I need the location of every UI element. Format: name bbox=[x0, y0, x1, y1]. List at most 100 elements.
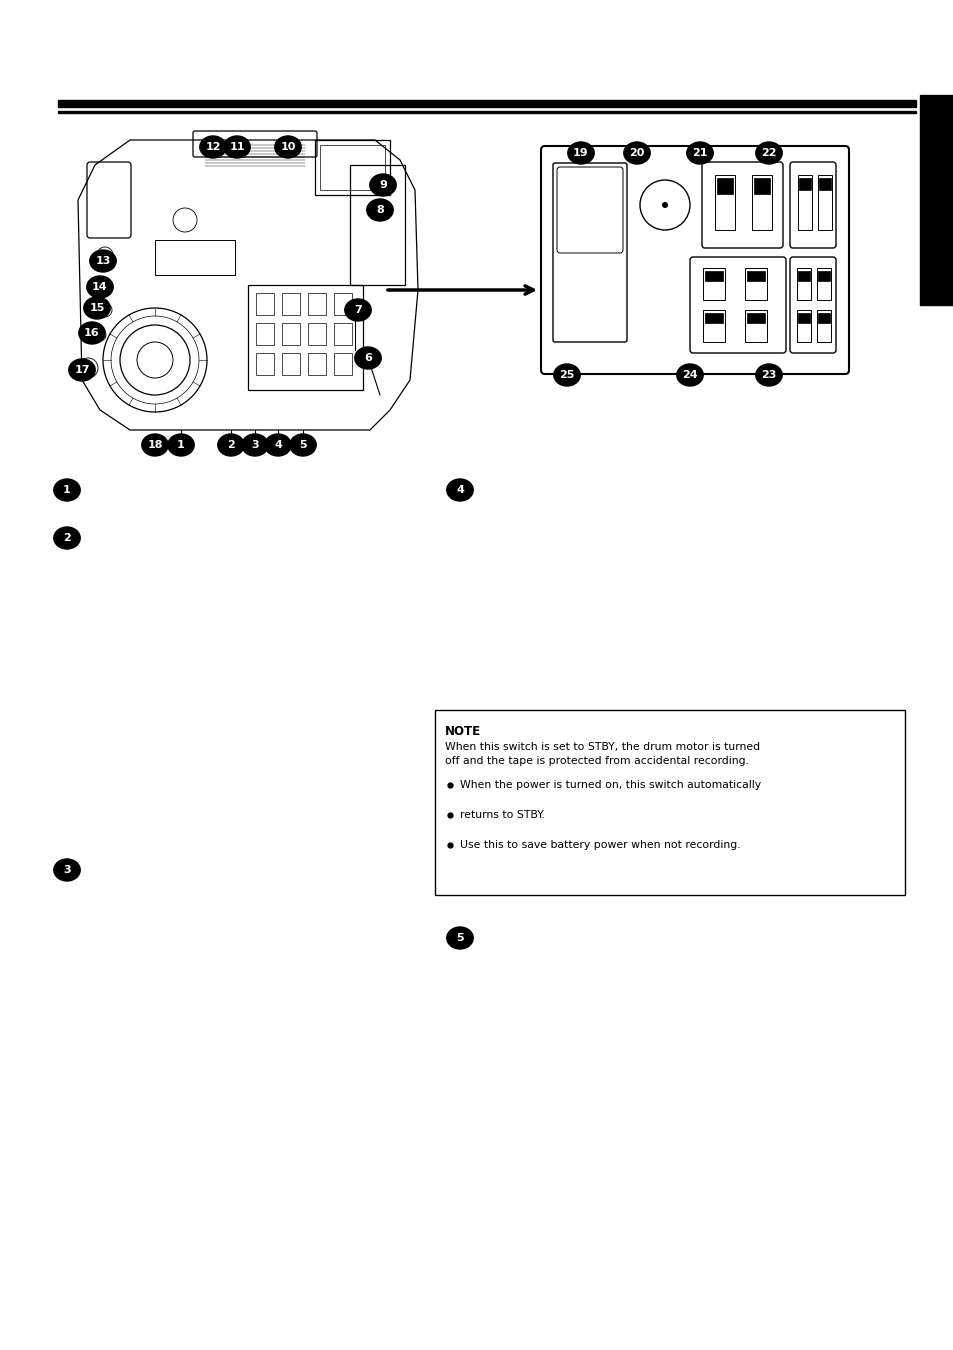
Bar bbox=[702, 269, 724, 300]
Text: 1: 1 bbox=[177, 440, 185, 450]
Text: When the power is turned on, this switch automatically: When the power is turned on, this switch… bbox=[459, 780, 760, 790]
Text: 4: 4 bbox=[456, 485, 463, 495]
Bar bbox=[746, 313, 764, 323]
Text: 5: 5 bbox=[299, 440, 307, 450]
Ellipse shape bbox=[755, 364, 781, 386]
Bar bbox=[796, 310, 810, 342]
Bar bbox=[797, 271, 809, 281]
Bar bbox=[817, 313, 829, 323]
Ellipse shape bbox=[87, 275, 113, 298]
Bar bbox=[154, 240, 234, 275]
Text: 9: 9 bbox=[378, 180, 387, 190]
Ellipse shape bbox=[623, 142, 650, 163]
Text: 3: 3 bbox=[251, 440, 258, 450]
Ellipse shape bbox=[69, 359, 95, 381]
Ellipse shape bbox=[676, 364, 702, 386]
Ellipse shape bbox=[554, 364, 579, 386]
Circle shape bbox=[661, 202, 667, 208]
Text: 23: 23 bbox=[760, 370, 776, 379]
Ellipse shape bbox=[290, 433, 315, 456]
Bar bbox=[746, 271, 764, 281]
Ellipse shape bbox=[366, 198, 393, 221]
Ellipse shape bbox=[446, 927, 473, 949]
Text: 19: 19 bbox=[573, 148, 588, 158]
Bar bbox=[308, 352, 326, 375]
Ellipse shape bbox=[755, 142, 781, 163]
Ellipse shape bbox=[446, 479, 473, 501]
Text: 22: 22 bbox=[760, 148, 776, 158]
Ellipse shape bbox=[142, 433, 168, 456]
Bar bbox=[308, 323, 326, 346]
Bar bbox=[744, 269, 766, 300]
Text: 12: 12 bbox=[205, 142, 220, 153]
Bar bbox=[817, 176, 831, 230]
Ellipse shape bbox=[53, 479, 80, 501]
Text: Use this to save battery power when not recording.: Use this to save battery power when not … bbox=[459, 840, 740, 850]
Bar bbox=[796, 269, 810, 300]
Bar bbox=[282, 323, 299, 346]
Ellipse shape bbox=[168, 433, 194, 456]
Ellipse shape bbox=[370, 174, 395, 196]
Text: 13: 13 bbox=[95, 256, 111, 266]
Text: 11: 11 bbox=[229, 142, 245, 153]
Bar bbox=[282, 352, 299, 375]
Ellipse shape bbox=[217, 433, 244, 456]
Text: When this switch is set to STBY, the drum motor is turned: When this switch is set to STBY, the dru… bbox=[444, 743, 760, 752]
Ellipse shape bbox=[79, 323, 105, 344]
Ellipse shape bbox=[90, 250, 116, 271]
Ellipse shape bbox=[274, 136, 301, 158]
Bar bbox=[816, 310, 830, 342]
Text: 1: 1 bbox=[63, 485, 71, 495]
Ellipse shape bbox=[567, 142, 594, 163]
Bar bbox=[753, 178, 769, 194]
Text: returns to STBY.: returns to STBY. bbox=[459, 810, 544, 819]
Bar bbox=[334, 352, 352, 375]
Ellipse shape bbox=[241, 433, 268, 456]
Text: 3: 3 bbox=[63, 865, 71, 875]
Bar bbox=[797, 313, 809, 323]
Ellipse shape bbox=[344, 298, 371, 321]
Bar bbox=[58, 111, 915, 113]
Text: 20: 20 bbox=[629, 148, 644, 158]
Ellipse shape bbox=[224, 136, 250, 158]
Bar bbox=[282, 293, 299, 315]
Bar bbox=[255, 323, 274, 346]
Bar bbox=[797, 176, 811, 230]
Text: 6: 6 bbox=[364, 352, 372, 363]
Text: 21: 21 bbox=[692, 148, 707, 158]
Bar bbox=[919, 95, 953, 305]
Text: 10: 10 bbox=[280, 142, 295, 153]
Text: 17: 17 bbox=[74, 364, 90, 375]
FancyBboxPatch shape bbox=[540, 146, 848, 374]
Ellipse shape bbox=[355, 347, 381, 369]
Bar bbox=[751, 176, 771, 230]
Text: 5: 5 bbox=[456, 933, 463, 944]
Bar bbox=[704, 313, 722, 323]
Bar bbox=[818, 178, 830, 190]
Bar bbox=[308, 293, 326, 315]
Bar bbox=[714, 176, 734, 230]
Bar bbox=[350, 165, 405, 285]
Text: 25: 25 bbox=[558, 370, 574, 379]
Bar bbox=[744, 310, 766, 342]
Text: 16: 16 bbox=[84, 328, 100, 338]
Text: 8: 8 bbox=[375, 205, 383, 215]
Bar bbox=[314, 140, 390, 194]
Bar bbox=[799, 178, 810, 190]
Bar bbox=[717, 178, 732, 194]
Ellipse shape bbox=[265, 433, 291, 456]
Bar bbox=[816, 269, 830, 300]
Ellipse shape bbox=[199, 136, 226, 158]
Text: 2: 2 bbox=[63, 533, 71, 543]
Text: off and the tape is protected from accidental recording.: off and the tape is protected from accid… bbox=[444, 756, 748, 765]
Ellipse shape bbox=[53, 859, 80, 882]
Text: NOTE: NOTE bbox=[444, 725, 480, 738]
Text: 4: 4 bbox=[274, 440, 282, 450]
Text: 18: 18 bbox=[147, 440, 163, 450]
Text: 7: 7 bbox=[354, 305, 361, 315]
Bar bbox=[704, 271, 722, 281]
Ellipse shape bbox=[84, 297, 111, 319]
Bar bbox=[255, 293, 274, 315]
Bar bbox=[334, 293, 352, 315]
Bar bbox=[702, 310, 724, 342]
